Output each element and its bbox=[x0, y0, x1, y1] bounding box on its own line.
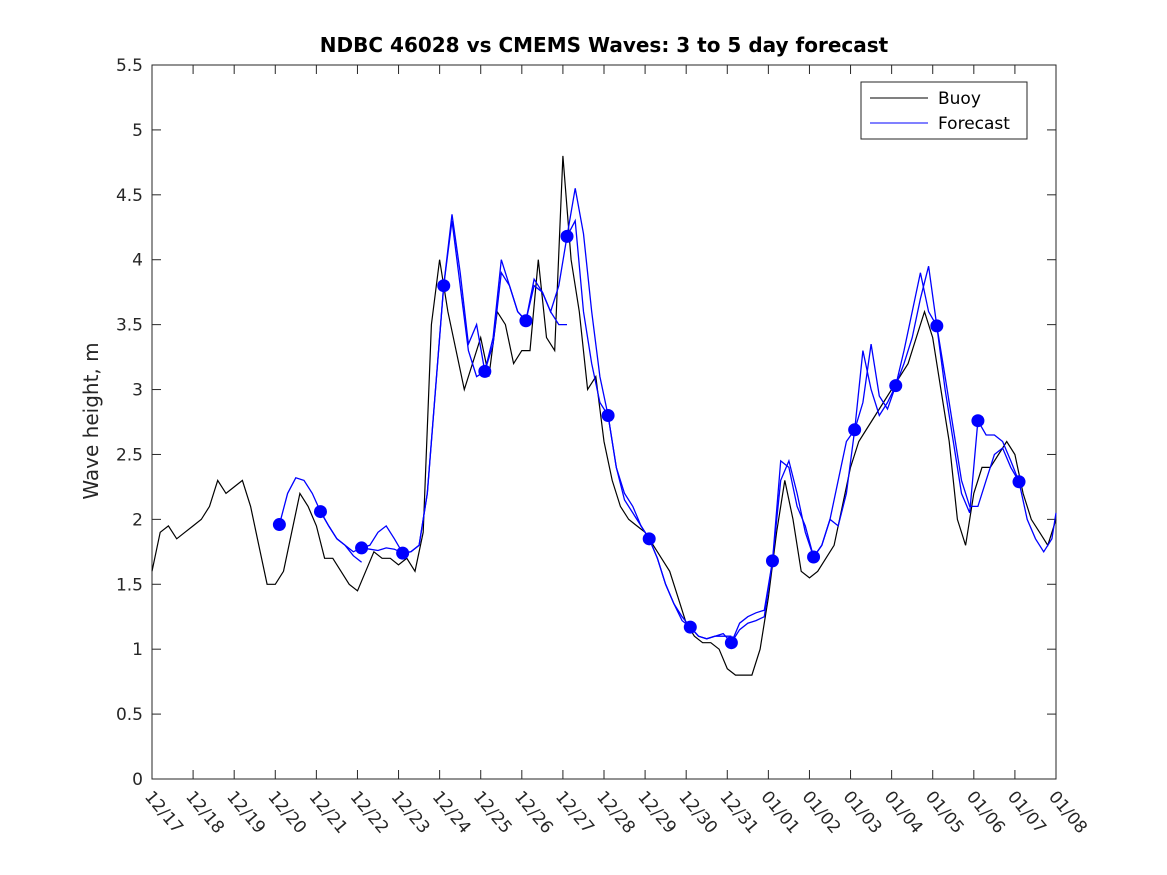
chart-title: NDBC 46028 vs CMEMS Waves: 3 to 5 day fo… bbox=[320, 33, 889, 57]
forecast-marker bbox=[724, 636, 738, 650]
forecast-marker bbox=[642, 532, 656, 546]
series-layer bbox=[151, 155, 1057, 676]
forecast-marker bbox=[971, 414, 985, 428]
forecast-marker bbox=[272, 518, 286, 532]
y-tick-label: 0.5 bbox=[116, 705, 143, 725]
forecast-marker bbox=[478, 364, 492, 378]
forecast-marker bbox=[601, 409, 615, 423]
forecast-marker bbox=[313, 505, 327, 519]
legend: Buoy Forecast bbox=[860, 81, 1028, 140]
forecast-marker bbox=[355, 541, 369, 555]
legend-buoy-label: Buoy bbox=[938, 89, 981, 109]
forecast-marker bbox=[1012, 475, 1026, 489]
forecast-marker bbox=[765, 554, 779, 568]
legend-forecast-label: Forecast bbox=[938, 114, 1010, 134]
y-tick-label: 1.5 bbox=[116, 575, 143, 595]
y-tick-label: 0 bbox=[132, 770, 143, 790]
forecast-marker bbox=[683, 620, 697, 634]
y-tick-label: 2 bbox=[132, 510, 143, 530]
y-tick-label: 1 bbox=[132, 640, 143, 660]
forecast-marker bbox=[396, 546, 410, 560]
forecast-marker bbox=[519, 314, 533, 328]
y-tick-label: 5 bbox=[132, 121, 143, 141]
y-axis: 0 0.5 1 1.5 2 2.5 3 3.5 4 4.5 5 5.5 bbox=[116, 56, 1056, 790]
forecast-marker bbox=[889, 379, 903, 393]
y-axis-label: Wave height, m bbox=[79, 342, 103, 499]
forecast-marker bbox=[807, 550, 821, 564]
buoy-series-line bbox=[151, 155, 1057, 676]
forecast-marker bbox=[437, 279, 451, 293]
y-tick-label: 3.5 bbox=[116, 316, 143, 336]
y-tick-label: 5.5 bbox=[116, 56, 143, 76]
legend-box bbox=[860, 81, 1028, 140]
y-tick-label: 4.5 bbox=[116, 186, 143, 206]
y-tick-label: 3 bbox=[132, 381, 143, 401]
y-tick-label: 2.5 bbox=[116, 445, 143, 465]
y-tick-label: 4 bbox=[132, 251, 143, 271]
plot-area bbox=[151, 64, 1057, 780]
forecast-marker bbox=[930, 319, 944, 333]
forecast-marker bbox=[848, 423, 862, 437]
forecast-marker bbox=[560, 229, 574, 243]
forecast-series-line bbox=[936, 325, 1020, 508]
